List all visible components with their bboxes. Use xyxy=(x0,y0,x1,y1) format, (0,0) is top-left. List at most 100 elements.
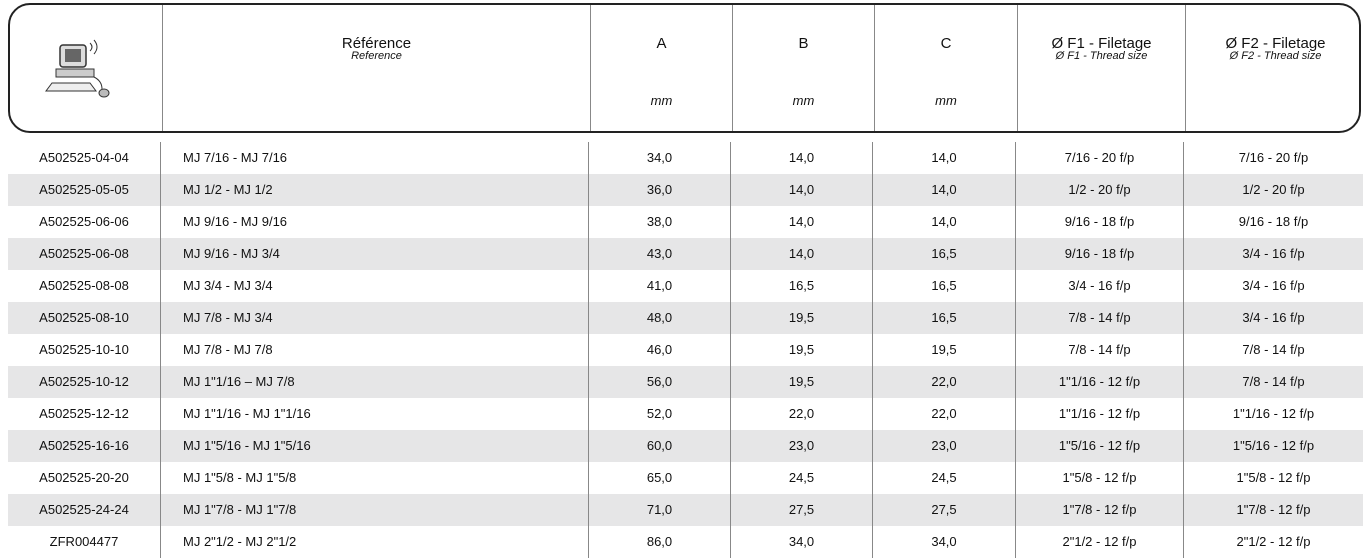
table-cell: MJ 1"7/8 - MJ 1"7/8 xyxy=(160,494,588,526)
table-cell: 14,0 xyxy=(872,206,1015,238)
table-cell: 71,0 xyxy=(588,494,730,526)
header-title: A xyxy=(656,35,667,52)
table-cell: 14,0 xyxy=(730,174,872,206)
table-row: A502525-24-24 MJ 1"7/8 - MJ 1"7/8 71,0 27,5… xyxy=(8,494,1363,526)
table-cell: 14,0 xyxy=(872,174,1015,206)
header-title: B xyxy=(798,35,809,52)
table-row: ZFR004477 MJ 2"1/2 - MJ 2"1/2 86,0 34,0 34,0… xyxy=(8,526,1363,558)
table-row: A502525-20-20 MJ 1"5/8 - MJ 1"5/8 65,0 24,5… xyxy=(8,462,1363,494)
table-cell: A502525-06-06 xyxy=(39,214,129,229)
table-row: A502525-10-10 MJ 7/8 - MJ 7/8 46,0 19,5 19,5… xyxy=(8,334,1363,366)
table-cell: 38,0 xyxy=(588,206,730,238)
table-cell: 46,0 xyxy=(588,334,730,366)
table-cell: 7/8 - 14 f/p xyxy=(1183,334,1363,366)
table-cell: 86,0 xyxy=(588,526,730,558)
table-cell: 56,0 xyxy=(588,366,730,398)
table-row: A502525-05-05 MJ 1/2 - MJ 1/2 36,0 14,0 14,0… xyxy=(8,174,1363,206)
table-row: A502525-04-04 MJ 7/16 - MJ 7/16 34,0 14,0 14… xyxy=(8,142,1363,174)
header-title: Ø F2 - Filetage xyxy=(1225,35,1326,52)
table-cell: A502525-10-10 xyxy=(39,342,129,357)
table-cell: A502525-05-05 xyxy=(39,182,129,197)
table-cell: 2"1/2 - 12 f/p xyxy=(1183,526,1363,558)
table-row: A502525-06-08 MJ 9/16 - MJ 3/4 43,0 14,0 16,… xyxy=(8,238,1363,270)
table-cell: 1"5/8 - 12 f/p xyxy=(1183,462,1363,494)
table-cell: 7/16 - 20 f/p xyxy=(1015,142,1183,174)
table-cell: 3/4 - 16 f/p xyxy=(1015,270,1183,302)
table-cell: A502525-10-12 xyxy=(39,374,129,389)
table-cell: 3/4 - 16 f/p xyxy=(1183,270,1363,302)
table-cell: 60,0 xyxy=(588,430,730,462)
table-cell: MJ 1"5/16 - MJ 1"5/16 xyxy=(160,430,588,462)
table-cell: MJ 1"5/8 - MJ 1"5/8 xyxy=(160,462,588,494)
table-cell: 7/16 - 20 f/p xyxy=(1183,142,1363,174)
table-cell: 22,0 xyxy=(872,366,1015,398)
table-cell: 27,5 xyxy=(730,494,872,526)
table-cell: 14,0 xyxy=(730,142,872,174)
table-cell: 23,0 xyxy=(872,430,1015,462)
table-cell: MJ 2"1/2 - MJ 2"1/2 xyxy=(160,526,588,558)
table-cell: A502525-08-10 xyxy=(39,310,129,325)
table-cell: 27,5 xyxy=(872,494,1015,526)
table-cell: MJ 9/16 - MJ 9/16 xyxy=(160,206,588,238)
table-row: A502525-08-10 MJ 7/8 - MJ 3/4 48,0 19,5 16,5… xyxy=(8,302,1363,334)
table-cell: 1"1/16 - 12 f/p xyxy=(1183,398,1363,430)
table-row: A502525-10-12 MJ 1"1/16 – MJ 7/8 56,0 19,5 2… xyxy=(8,366,1363,398)
table-cell: 1"1/16 - 12 f/p xyxy=(1015,366,1183,398)
table-cell: 48,0 xyxy=(588,302,730,334)
table-cell: 19,5 xyxy=(730,302,872,334)
table-cell: MJ 7/16 - MJ 7/16 xyxy=(160,142,588,174)
header-title: C xyxy=(940,35,952,52)
table-cell: MJ 1"1/16 - MJ 1"1/16 xyxy=(160,398,588,430)
table-cell: ZFR004477 xyxy=(49,534,119,549)
header-subtitle: Reference xyxy=(351,50,402,62)
table-cell: A502525-04-04 xyxy=(39,150,129,165)
table-cell: 22,0 xyxy=(730,398,872,430)
computer-icon xyxy=(45,39,110,98)
table-cell: 19,5 xyxy=(872,334,1015,366)
table-cell: 16,5 xyxy=(872,302,1015,334)
table-cell: MJ 1"1/16 – MJ 7/8 xyxy=(160,366,588,398)
table-cell: 3/4 - 16 f/p xyxy=(1183,238,1363,270)
table-cell: MJ 7/8 - MJ 7/8 xyxy=(160,334,588,366)
table-cell: A502525-12-12 xyxy=(39,406,129,421)
table-cell: 16,5 xyxy=(730,270,872,302)
table-cell: 1"5/16 - 12 f/p xyxy=(1015,430,1183,462)
table-cell: 16,5 xyxy=(872,238,1015,270)
table-row: A502525-06-06 MJ 9/16 - MJ 9/16 38,0 14,0 14… xyxy=(8,206,1363,238)
table-cell: 14,0 xyxy=(730,238,872,270)
table-cell: MJ 7/8 - MJ 3/4 xyxy=(160,302,588,334)
table-cell: A502525-08-08 xyxy=(39,278,129,293)
table-cell: 1"1/16 - 12 f/p xyxy=(1015,398,1183,430)
table-cell: 1"7/8 - 12 f/p xyxy=(1183,494,1363,526)
table-cell: 34,0 xyxy=(730,526,872,558)
table-cell: 65,0 xyxy=(588,462,730,494)
header-unit: mm xyxy=(650,93,673,108)
table-cell: A502525-06-08 xyxy=(39,246,129,261)
header-cell: Référence Reference xyxy=(162,5,590,131)
header-subtitle: Ø F1 - Thread size xyxy=(1055,50,1148,62)
table-cell: 23,0 xyxy=(730,430,872,462)
table-cell: 19,5 xyxy=(730,334,872,366)
table-row: A502525-08-08 MJ 3/4 - MJ 3/4 41,0 16,5 16,5… xyxy=(8,270,1363,302)
table-cell: 9/16 - 18 f/p xyxy=(1183,206,1363,238)
table-cell: 9/16 - 18 f/p xyxy=(1015,238,1183,270)
table-cell: 52,0 xyxy=(588,398,730,430)
table-cell: 24,5 xyxy=(872,462,1015,494)
table-row: A502525-12-12 MJ 1"1/16 - MJ 1"1/16 52,0 22… xyxy=(8,398,1363,430)
header-unit: mm xyxy=(935,93,957,108)
table-cell: 7/8 - 14 f/p xyxy=(1015,334,1183,366)
table-cell: MJ 9/16 - MJ 3/4 xyxy=(160,238,588,270)
table-cell: 1"5/16 - 12 f/p xyxy=(1183,430,1363,462)
table-cell: 9/16 - 18 f/p xyxy=(1015,206,1183,238)
header-unit: mm xyxy=(792,93,815,108)
table-cell: 41,0 xyxy=(588,270,730,302)
table-cell: 7/8 - 14 f/p xyxy=(1015,302,1183,334)
table-cell: MJ 1/2 - MJ 1/2 xyxy=(160,174,588,206)
header-cell: Ø F2 - Filetage Ø F2 - Thread size xyxy=(1185,5,1359,131)
table-cell: A502525-16-16 xyxy=(39,438,129,453)
table-cell: 14,0 xyxy=(730,206,872,238)
